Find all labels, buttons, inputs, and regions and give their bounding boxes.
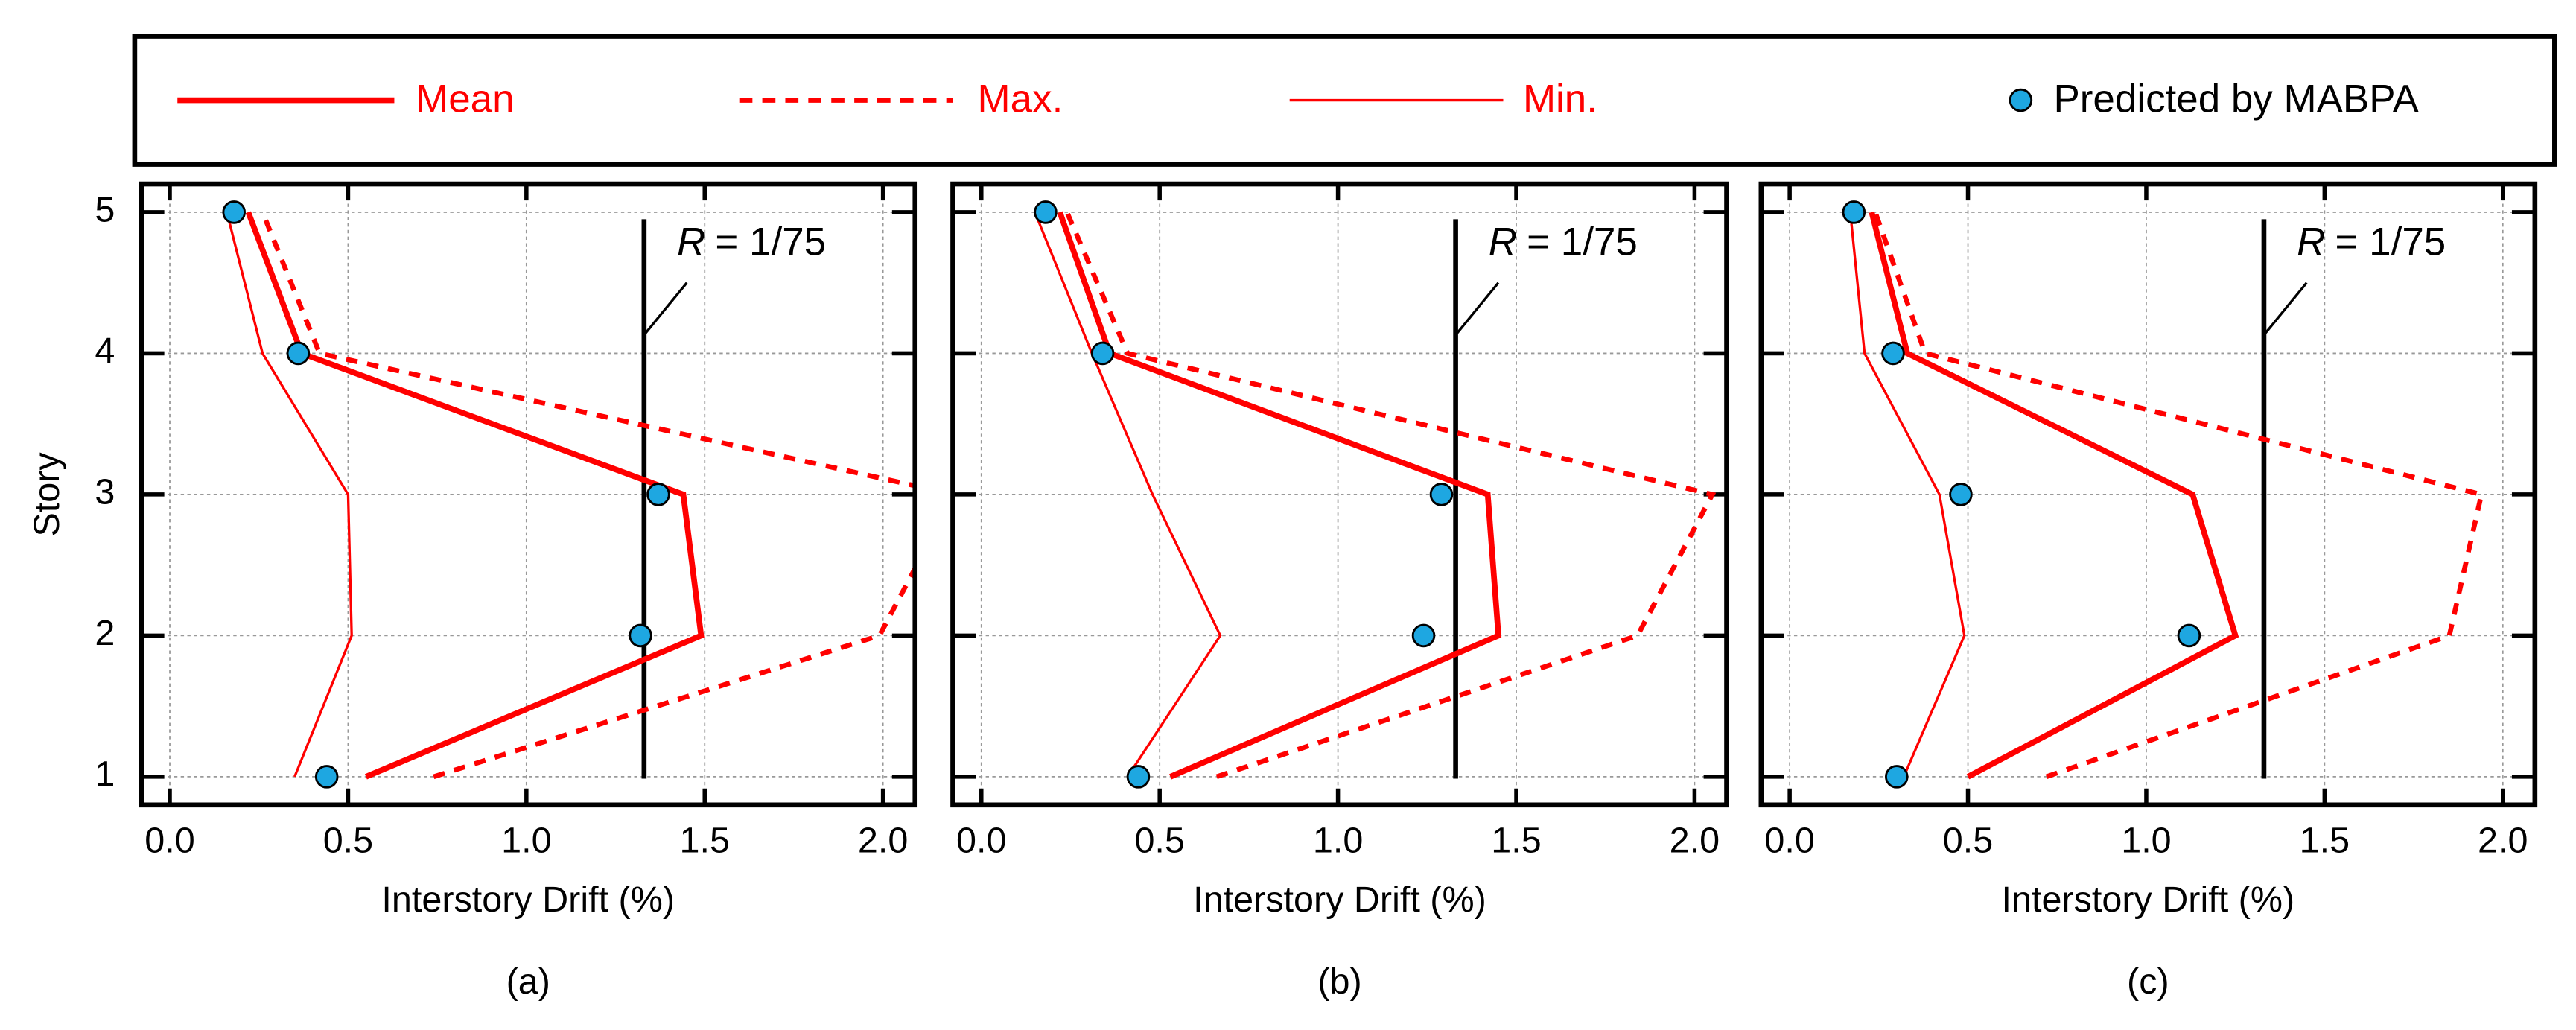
marker — [1429, 483, 1454, 506]
x-axis-label: Interstory Drift (%) — [2002, 880, 2295, 920]
x-tick-label: 0.0 — [144, 820, 194, 860]
y-tick-label: 4 — [95, 331, 115, 371]
x-tick-label: 0.0 — [1764, 820, 1814, 860]
panel-label: (a) — [506, 961, 550, 1002]
marker — [222, 200, 246, 224]
x-tick-label: 1.0 — [1313, 820, 1363, 860]
x-tick-label: 0.5 — [1943, 820, 1993, 860]
annotation-leader — [643, 282, 688, 336]
marker — [2177, 623, 2201, 648]
annotation-text: = 1/75 — [2335, 220, 2446, 264]
x-tick-label: 0.5 — [1134, 820, 1184, 860]
y-axis-label: Story — [27, 452, 67, 537]
marker — [1411, 623, 1436, 648]
marker — [1034, 200, 1058, 224]
legend-marker — [2009, 88, 2033, 112]
marker — [1126, 765, 1151, 789]
annotation-leader — [2262, 282, 2308, 336]
annotation-leader — [1454, 282, 1500, 336]
x-axis-label: Interstory Drift (%) — [381, 880, 675, 920]
panel: 0.0 0.5 1.0 1.5 2.0 1 2 3 4 5 Story Interstory Drif… — [27, 181, 918, 1002]
marker — [314, 765, 339, 789]
marker — [1949, 483, 1973, 506]
legend-label: Mean — [416, 77, 514, 121]
series-line — [226, 212, 353, 778]
series-line — [260, 211, 915, 780]
legend-label: Max. — [978, 77, 1063, 121]
annotation-var: R — [1489, 220, 1517, 264]
annotation-var: R — [2297, 220, 2325, 264]
x-tick-label: 1.0 — [501, 820, 551, 860]
panel: 0.0 0.5 1.0 1.5 2.0 Interstory Drift (%) (b) R =… — [950, 181, 1729, 1002]
x-tick-label: 1.5 — [1491, 820, 1541, 860]
y-tick-label: 2 — [95, 613, 115, 653]
x-tick-label: 0.5 — [323, 820, 373, 860]
marker — [629, 623, 652, 648]
annotation: R = 1/75 — [2297, 220, 2446, 264]
x-tick-label: 2.0 — [2478, 820, 2528, 860]
marker — [1881, 341, 1905, 366]
x-tick-label: 2.0 — [858, 820, 908, 860]
series-line — [1064, 211, 1717, 780]
marker — [646, 483, 670, 506]
x-tick-label: 1.5 — [2300, 820, 2350, 860]
plot-frame — [139, 181, 918, 808]
series-line — [1872, 211, 2484, 780]
y-tick-label: 1 — [95, 754, 115, 795]
series-line — [1869, 211, 2239, 780]
legend-label: Min. — [1523, 77, 1597, 121]
marker — [1885, 765, 1909, 789]
annotation: R = 1/75 — [677, 220, 826, 264]
x-tick-label: 1.0 — [2121, 820, 2171, 860]
x-axis-label: Interstory Drift (%) — [1193, 880, 1486, 920]
annotation: R = 1/75 — [1489, 220, 1638, 264]
panel-label: (c) — [2127, 961, 2169, 1002]
series-line — [245, 211, 705, 780]
y-tick-label: 3 — [95, 472, 115, 512]
legend-box — [132, 34, 2557, 167]
x-tick-label: 1.5 — [680, 820, 730, 860]
series-line — [1848, 212, 1966, 778]
series-line — [1057, 211, 1502, 780]
plot-frame — [950, 181, 1729, 808]
panel: 0.0 0.5 1.0 1.5 2.0 Interstory Drift (%) (c) R =… — [1758, 181, 2538, 1002]
marker — [1842, 200, 1866, 224]
series-line — [1034, 212, 1222, 778]
marker — [1090, 341, 1115, 366]
annotation-var: R — [677, 220, 705, 264]
panel-label: (b) — [1317, 961, 1361, 1002]
legend-label: Predicted by MABPA — [2053, 77, 2419, 121]
marker — [286, 341, 311, 366]
plot-frame — [1758, 181, 2538, 808]
annotation-text: = 1/75 — [715, 220, 826, 264]
x-tick-label: 0.0 — [956, 820, 1006, 860]
annotation-text: = 1/75 — [1527, 220, 1638, 264]
y-tick-label: 5 — [95, 190, 115, 230]
x-tick-label: 2.0 — [1670, 820, 1720, 860]
